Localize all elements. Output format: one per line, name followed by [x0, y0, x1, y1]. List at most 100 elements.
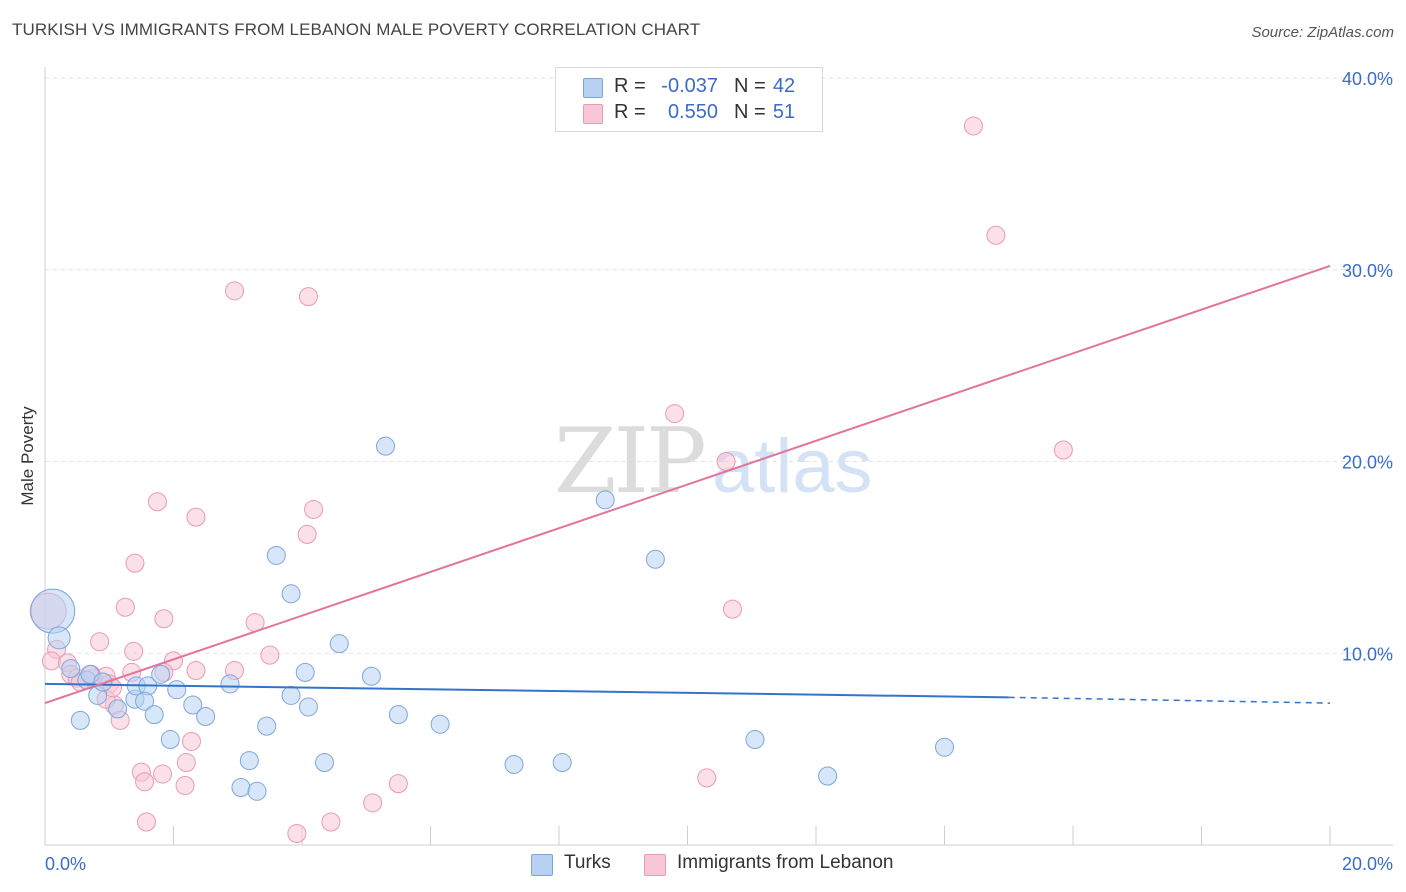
r-value: 0.550	[667, 101, 718, 123]
lebanon-swatch	[644, 854, 666, 876]
r-value: -0.037	[661, 75, 718, 97]
watermark-zip: ZIP	[554, 409, 704, 514]
gridlines	[45, 77, 1393, 654]
watermark: ZIP atlas	[554, 409, 873, 514]
turks-point	[504, 754, 524, 774]
lebanon-swatch	[583, 104, 603, 124]
turks-point	[295, 662, 315, 682]
lebanon-point	[297, 524, 317, 544]
turks-point	[239, 751, 259, 771]
lebanon-point	[963, 116, 983, 136]
turks-point	[196, 707, 216, 727]
turks-point	[361, 666, 381, 686]
lebanon-point	[287, 823, 307, 843]
lebanon-point	[321, 812, 341, 832]
lebanon-point	[176, 753, 196, 773]
tick-labels: 10.0% 20.0% 30.0% 40.0% 0.0% 20.0%	[45, 69, 1393, 874]
lebanon-point	[388, 774, 408, 794]
turks-point	[247, 781, 267, 801]
lebanon-trend-line	[44, 264, 1331, 705]
turks-point	[745, 730, 765, 750]
trend-lines	[44, 264, 1331, 705]
source-label: Source: ZipAtlas.com	[1251, 24, 1394, 41]
turks-point	[388, 705, 408, 725]
y-tick-label: 30.0%	[1342, 261, 1393, 281]
lebanon-point	[135, 772, 155, 792]
turks-point	[30, 588, 76, 634]
lebanon-point	[90, 632, 110, 652]
n-label: N =	[734, 75, 766, 97]
turks-point	[645, 549, 665, 569]
turks-point	[298, 697, 318, 717]
lebanon-points	[29, 116, 1073, 843]
lebanon-point	[186, 661, 206, 681]
legend-label: Turks	[564, 852, 611, 873]
turks-point	[329, 634, 349, 654]
turks-point	[167, 680, 187, 700]
turks-point	[61, 659, 81, 679]
y-tick-label: 10.0%	[1342, 644, 1393, 664]
lebanon-point	[115, 597, 135, 617]
lebanon-point	[41, 651, 61, 671]
legend-label: Immigrants from Lebanon	[677, 852, 894, 873]
turks-point	[281, 584, 301, 604]
lebanon-point	[665, 404, 685, 424]
legend-row-lebanon: R = 0.550 N = 51	[556, 101, 822, 127]
y-tick-label: 40.0%	[1342, 69, 1393, 89]
chart-title: TURKISH VS IMMIGRANTS FROM LEBANON MALE …	[12, 20, 701, 39]
lebanon-point	[153, 764, 173, 784]
turks-point	[595, 490, 615, 510]
turks-point	[47, 626, 71, 650]
lebanon-point	[125, 553, 145, 573]
lebanon-point	[260, 645, 280, 665]
turks-point	[430, 714, 450, 734]
y-tick-label: 20.0%	[1342, 453, 1393, 473]
turks-point	[231, 777, 251, 797]
lebanon-point	[363, 793, 383, 813]
turks-point	[266, 545, 286, 565]
lebanon-point	[181, 731, 201, 751]
lebanon-point	[1053, 440, 1073, 460]
n-value: 51	[772, 101, 796, 123]
r-label: R =	[614, 75, 646, 97]
lebanon-point	[986, 225, 1006, 245]
r-label: R =	[614, 101, 646, 123]
lebanon-point	[225, 281, 245, 301]
lebanon-point	[124, 641, 144, 661]
lebanon-point	[137, 812, 157, 832]
turks-point	[93, 672, 113, 692]
turks-point	[257, 716, 277, 736]
x-tick-label: 20.0%	[1342, 854, 1393, 874]
turks-point	[160, 730, 180, 750]
turks-point	[220, 674, 240, 694]
n-value: 42	[772, 75, 796, 97]
lebanon-point	[175, 776, 195, 796]
watermark-atlas: atlas	[712, 424, 873, 509]
turks-point	[151, 664, 171, 684]
lebanon-point	[154, 609, 174, 629]
lebanon-point	[722, 599, 742, 619]
turks-point	[935, 737, 954, 757]
turks-point	[552, 753, 572, 773]
turks-swatch	[583, 78, 603, 98]
lebanon-point	[186, 507, 206, 527]
axes	[44, 67, 1393, 846]
turks-swatch	[531, 854, 553, 876]
lebanon-point	[716, 452, 736, 471]
turks-point	[135, 691, 155, 711]
turks-point	[314, 753, 334, 773]
turks-point	[108, 699, 128, 719]
lebanon-point	[147, 492, 167, 512]
turks-point	[183, 695, 203, 715]
x-tick-label: 0.0%	[45, 854, 86, 874]
turks-point	[281, 685, 301, 705]
turks-point	[376, 436, 396, 456]
legend-row-turks: R = -0.037 N = 42	[556, 75, 822, 101]
n-label: N =	[734, 101, 766, 123]
turks-trend-extension	[1008, 696, 1331, 704]
correlation-legend: R = -0.037 N = 42 R = 0.550 N = 51	[555, 67, 823, 132]
lebanon-point	[298, 287, 318, 307]
lebanon-point	[697, 768, 717, 788]
turks-trend-line	[44, 682, 1009, 699]
